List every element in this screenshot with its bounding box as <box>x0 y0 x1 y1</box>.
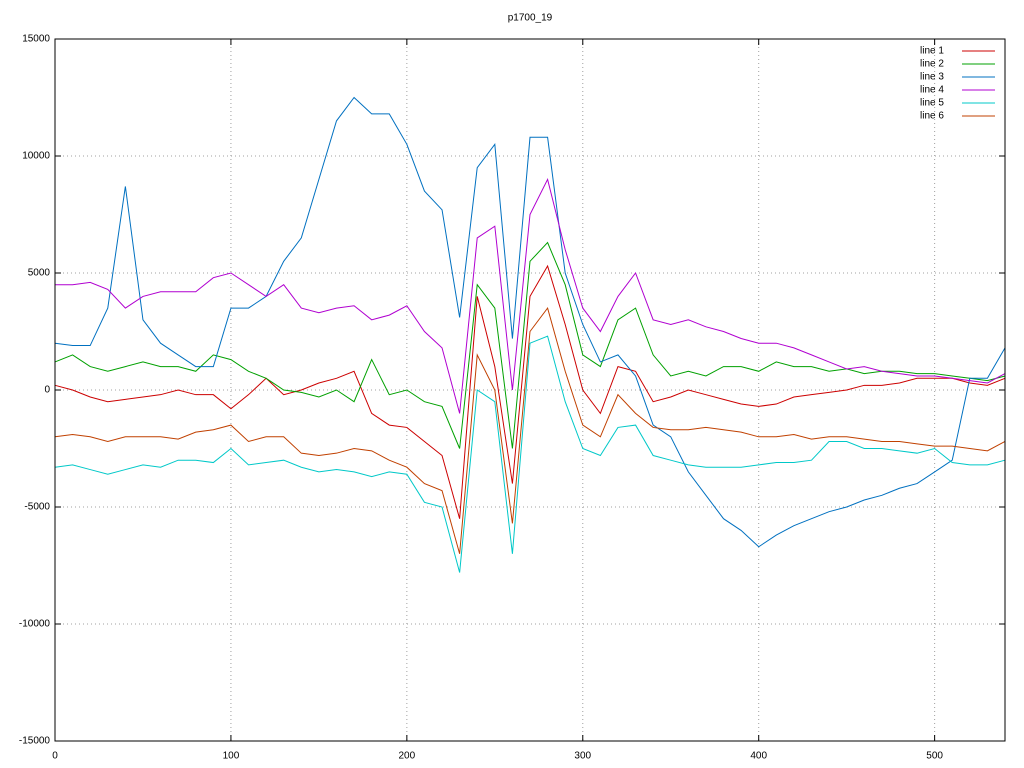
series-line <box>55 177 1006 414</box>
legend-label: line 1 <box>920 46 944 57</box>
series-line <box>54 264 1006 519</box>
series-line <box>54 335 1006 573</box>
y-tick-label: -5000 <box>24 502 50 513</box>
series-line <box>54 96 1006 548</box>
y-tick-label: 15000 <box>22 34 50 45</box>
legend-label: line 5 <box>920 98 944 109</box>
legend-label: line 6 <box>920 111 944 122</box>
y-tick-label: 0 <box>44 385 50 396</box>
legend-label: line 2 <box>920 59 944 70</box>
legend-label: line 3 <box>920 72 944 83</box>
series-line <box>54 306 1006 554</box>
y-tick-label: 5000 <box>28 268 51 279</box>
chart-title: p1700_19 <box>508 13 553 24</box>
x-tick-label: 500 <box>926 751 943 762</box>
y-tick-label: -15000 <box>19 736 51 747</box>
x-tick-label: 300 <box>574 751 591 762</box>
plot-frame <box>54 38 1006 742</box>
x-tick-label: 400 <box>750 751 767 762</box>
x-tick-label: 200 <box>399 751 416 762</box>
x-tick-label: 100 <box>223 751 240 762</box>
x-tick-label: 0 <box>52 751 58 762</box>
legend-label: line 4 <box>920 85 944 96</box>
y-tick-label: 10000 <box>22 151 50 162</box>
y-tick-label: -10000 <box>19 619 51 630</box>
